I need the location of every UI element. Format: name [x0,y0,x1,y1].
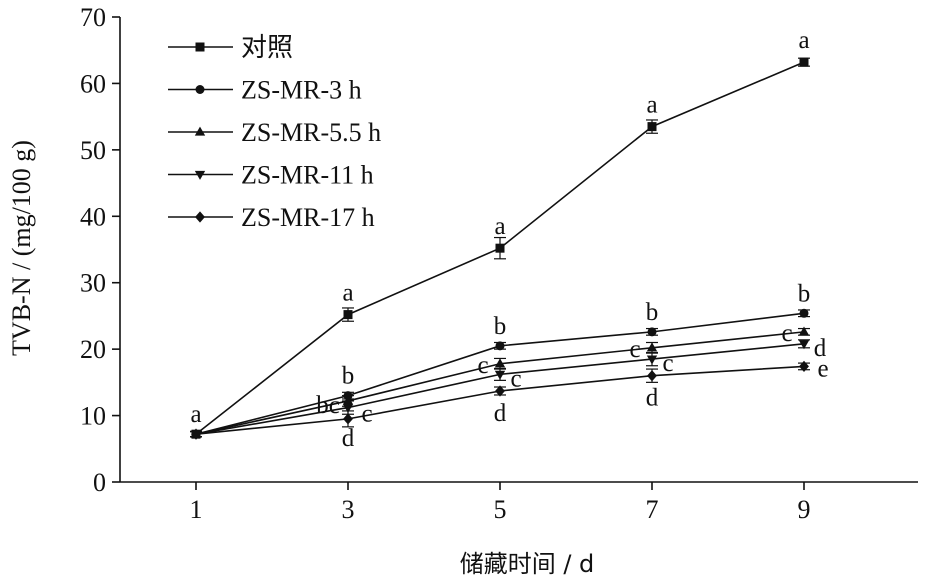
x-tick-label: 7 [646,495,659,524]
y-tick-label: 10 [80,402,106,431]
y-tick-label: 30 [80,269,106,298]
x-tick-label: 5 [494,495,507,524]
legend-marker [195,211,205,223]
y-tick-label: 40 [80,202,106,231]
significance-letter: a [342,280,353,307]
data-point [647,327,657,337]
significance-letter: c [510,365,521,392]
significance-letter: d [342,425,355,452]
legend: 对照 ZS-MR-3 h ZS-MR-5.5 h ZS-MR-11 h ZS-MR-17… [168,33,381,232]
data-point [495,243,505,253]
significance-letter: a [494,213,505,240]
data-point [799,308,809,318]
data-point [646,342,658,352]
data-point [646,355,658,365]
significance-letter: e [817,355,828,382]
legend-label: 对照 [241,33,293,62]
significance-letter: b [646,299,659,326]
significance-letter: b [342,363,355,390]
data-point [799,57,809,67]
y-tick-label: 0 [93,468,106,497]
significance-letter: d [494,400,507,427]
data-point [495,341,505,351]
x-tick-label: 3 [342,495,355,524]
data-point [342,404,354,413]
y-axis-label: TVB-N / (mg/100 g) [7,140,36,356]
data-point [494,358,506,368]
significance-letter: a [798,27,809,54]
significance-letter: a [646,92,657,119]
y-tick-label: 70 [80,3,106,32]
legend-marker [195,42,205,52]
axes: 0 10 20 30 40 50 60 70 1 3 5 7 9 [80,3,918,524]
x-tick-label: 1 [190,495,203,524]
data-point [798,340,810,350]
legend-label: ZS-MR-3 h [241,76,362,105]
legend-label: ZS-MR-5.5 h [241,118,381,147]
data-point [495,385,505,397]
data-point [798,326,810,336]
significance-letter: c [629,336,640,363]
x-tick-label: 9 [798,495,811,524]
significance-letter: c [662,350,673,377]
data-point [191,428,201,440]
legend-label: ZS-MR-11 h [241,161,374,190]
y-tick-label: 20 [80,335,106,364]
legend-marker [194,126,206,136]
data-point [647,122,657,132]
data-point [494,370,506,380]
y-tick-label: 50 [80,136,106,165]
significance-letter: bc [316,392,340,419]
y-tick-label: 60 [80,69,106,98]
data-point [799,360,809,373]
data-point [343,310,353,320]
series-markers [190,57,810,440]
significance-letter: a [190,401,201,428]
legend-marker [195,85,205,94]
significance-letter: c [781,320,792,347]
data-point [342,395,354,405]
x-axis-label: 储藏时间 / d [460,550,595,578]
significance-letter: d [814,335,827,362]
significance-letter: c [361,401,372,428]
legend-marker [194,170,206,180]
legend-label: ZS-MR-17 h [241,203,375,232]
data-point [343,413,353,425]
data-point [647,370,657,382]
significance-letter: b [494,313,507,340]
significance-letter: b [798,280,811,307]
significance-letter: c [477,352,488,379]
significance-letter: d [646,385,659,412]
